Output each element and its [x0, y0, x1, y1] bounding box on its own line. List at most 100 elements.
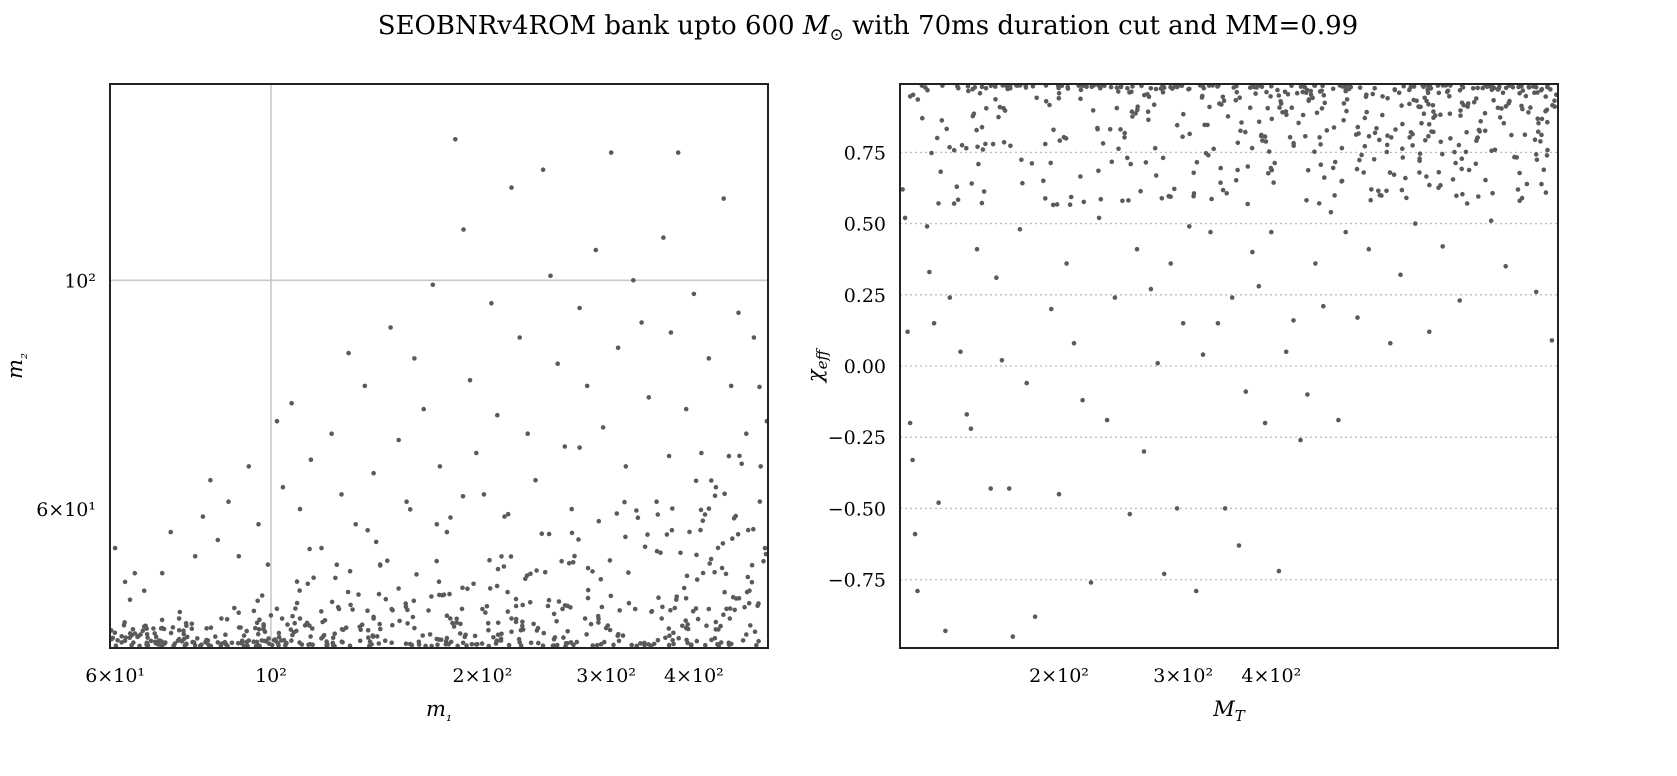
scatter-point [533, 477, 538, 483]
scatter-point [739, 461, 744, 467]
scatter-point [1330, 165, 1336, 171]
scatter-point [1362, 143, 1368, 149]
scatter-point [208, 625, 214, 630]
scatter-point [1049, 306, 1054, 312]
scatter-point [568, 605, 573, 610]
scatter-point [1459, 156, 1465, 161]
left-x-tick-label: 3×10² [576, 665, 636, 687]
scatter-point [590, 643, 595, 648]
scatter-point [320, 619, 325, 625]
scatter-point [460, 585, 465, 591]
scatter-point [437, 464, 443, 469]
scatter-point [1262, 420, 1268, 426]
scatter-point [1133, 111, 1138, 116]
scatter-point [1401, 83, 1406, 89]
scatter-point [333, 575, 338, 581]
scatter-point [666, 453, 672, 459]
scatter-point [907, 420, 913, 426]
right-x-tick-labels: 2×10² 3×10² 4×10² [1029, 665, 1301, 687]
scatter-point [1517, 170, 1522, 176]
scatter-point [195, 636, 200, 641]
scatter-point [702, 512, 708, 517]
scatter-point [545, 603, 551, 609]
scatter-point [968, 426, 974, 432]
scatter-point [756, 638, 761, 644]
scatter-point [569, 530, 575, 536]
scatter-point [915, 588, 920, 594]
scatter-point [684, 573, 690, 579]
scatter-point [1080, 397, 1085, 403]
scatter-point [246, 464, 252, 469]
scatter-point [724, 606, 729, 612]
scatter-point [487, 586, 493, 591]
scatter-point [182, 636, 187, 642]
scatter-point [494, 583, 500, 589]
scatter-point [1541, 167, 1547, 173]
scatter-point [444, 529, 450, 535]
scatter-point [1482, 110, 1488, 116]
scatter-point [505, 609, 511, 614]
scatter-point [1438, 112, 1443, 117]
scatter-point [1155, 360, 1160, 366]
scatter-point [156, 642, 161, 647]
right-x-tick-label: 4×10² [1241, 665, 1301, 687]
scatter-point [736, 596, 742, 601]
scatter-point [638, 641, 643, 646]
scatter-point [520, 602, 525, 608]
scatter-point [663, 635, 668, 641]
scatter-point [1480, 85, 1485, 91]
scatter-point [365, 528, 371, 533]
scatter-point [205, 638, 211, 643]
scatter-point [474, 450, 479, 456]
scatter-point [1081, 199, 1087, 205]
scatter-point [1464, 201, 1470, 206]
scatter-point [276, 634, 282, 640]
scatter-point [1001, 105, 1006, 111]
scatter-point [305, 581, 311, 587]
scatter-point [1319, 88, 1324, 94]
scatter-point [719, 565, 725, 571]
scatter-point [1061, 134, 1067, 140]
scatter-point [377, 621, 383, 627]
scatter-point [974, 127, 979, 133]
scatter-point [1422, 95, 1427, 101]
scatter-point [1407, 87, 1412, 93]
scatter-point [1310, 95, 1315, 101]
scatter-point [1339, 145, 1345, 151]
scatter-point [534, 568, 539, 573]
left-y-tick-label: 6×10¹ [36, 499, 96, 521]
scatter-point [434, 636, 440, 642]
scatter-point [288, 627, 294, 632]
scatter-point [1211, 146, 1216, 152]
scatter-point [297, 588, 302, 593]
scatter-point [1187, 224, 1192, 229]
scatter-point [1065, 84, 1070, 90]
scatter-point [1322, 175, 1327, 180]
scatter-point [159, 617, 165, 623]
right-y-tick-label: −0.50 [828, 498, 886, 520]
left-x-axis-label: m₁ [426, 697, 452, 725]
scatter-point [713, 619, 719, 625]
scatter-point [1222, 506, 1228, 511]
scatter-point [168, 529, 173, 535]
scatter-point [1245, 201, 1250, 207]
scatter-point [1151, 102, 1157, 107]
scatter-point [758, 464, 763, 469]
scatter-point [900, 187, 905, 192]
scatter-point [498, 636, 504, 641]
scatter-point [698, 527, 703, 533]
scatter-point [480, 606, 485, 612]
scatter-point [290, 613, 295, 619]
scatter-point [1256, 283, 1262, 289]
scatter-point [1191, 193, 1196, 199]
scatter-point [1236, 543, 1242, 548]
scatter-point [752, 629, 758, 634]
scatter-point [1384, 142, 1390, 148]
scatter-point [1034, 95, 1039, 101]
scatter-point [691, 291, 697, 297]
scatter-point [585, 587, 591, 593]
scatter-point [374, 634, 380, 639]
scatter-point [1538, 139, 1543, 144]
scatter-point [444, 613, 450, 618]
scatter-point [1220, 187, 1226, 193]
